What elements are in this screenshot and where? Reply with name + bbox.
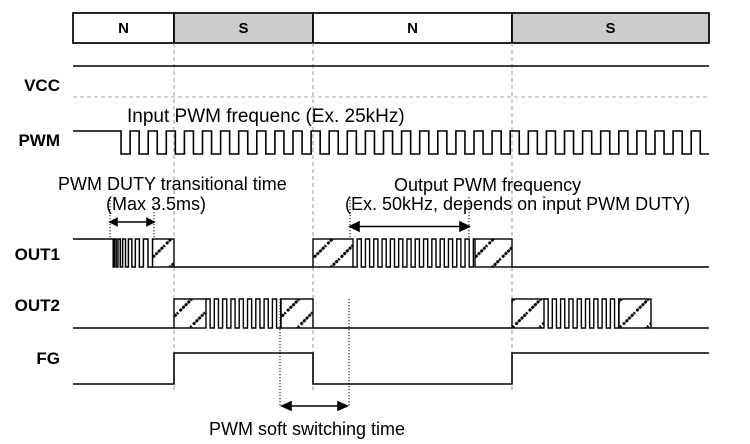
svg-text:FG: FG <box>36 349 60 368</box>
svg-text:Input PWM frequenc (Ex. 25kHz): Input PWM frequenc (Ex. 25kHz) <box>127 106 405 127</box>
svg-text:N: N <box>118 20 129 37</box>
svg-text:OUT1: OUT1 <box>15 245 60 264</box>
svg-text:S: S <box>238 20 248 37</box>
svg-text:VCC: VCC <box>24 76 60 95</box>
svg-text:OUT2: OUT2 <box>15 296 60 315</box>
svg-text:PWM DUTY transitional time: PWM DUTY transitional time <box>58 174 287 194</box>
svg-text:N: N <box>407 20 418 37</box>
svg-text:PWM: PWM <box>18 131 60 150</box>
svg-text:(Max 3.5ms): (Max 3.5ms) <box>106 194 206 214</box>
svg-text:Output PWM frequency: Output PWM frequency <box>394 175 581 195</box>
svg-text:PWM soft switching time: PWM soft switching time <box>209 419 405 439</box>
svg-text:S: S <box>605 20 615 37</box>
svg-text:(Ex. 50kHz, depends on input P: (Ex. 50kHz, depends on input PWM DUTY) <box>345 194 690 214</box>
